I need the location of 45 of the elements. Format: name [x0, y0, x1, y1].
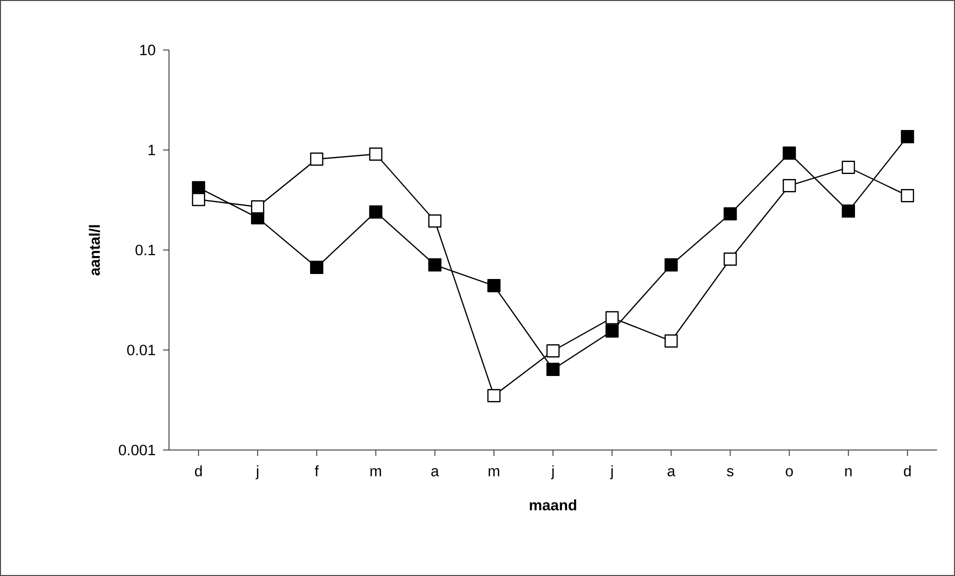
- point: [842, 204, 855, 218]
- x-tick-label: n: [845, 468, 852, 476]
- point: [428, 258, 442, 272]
- point: [369, 147, 382, 161]
- point: [605, 324, 619, 338]
- point: [310, 260, 324, 274]
- x-tick-label: m: [488, 468, 500, 476]
- x-tick-label: j: [256, 465, 258, 480]
- y-tick-label: 0.01: [127, 344, 156, 356]
- point: [724, 252, 737, 266]
- point: [192, 192, 206, 206]
- point: [782, 179, 796, 192]
- x-tick-label: m: [370, 468, 382, 476]
- x-tick-label: s: [726, 468, 734, 476]
- point: [900, 130, 914, 144]
- x-axis-title: maand: [530, 499, 576, 510]
- point: [310, 152, 324, 166]
- x-tick-label: d: [194, 465, 202, 476]
- point: [664, 334, 678, 348]
- point: [428, 214, 442, 228]
- x-tick-label: j: [610, 465, 613, 480]
- point: [192, 181, 206, 194]
- x-tick-label: o: [786, 468, 793, 476]
- x-tick-label: d: [904, 465, 911, 476]
- point: [546, 362, 560, 376]
- point: [369, 205, 382, 219]
- point: [605, 311, 619, 324]
- y-axis-title: aantal/l: [88, 225, 100, 276]
- point: [487, 389, 501, 402]
- point: [487, 279, 501, 292]
- x-tick-label: f: [314, 465, 319, 476]
- x-tick-label: a: [668, 468, 676, 476]
- x-tick-label: a: [431, 468, 440, 476]
- point: [546, 344, 560, 358]
- point: [782, 146, 796, 160]
- x-tick-label: j: [550, 465, 554, 480]
- point: [251, 200, 264, 214]
- y-tick-label: 0.1: [136, 244, 156, 256]
- y-tick-label: 10: [140, 44, 156, 56]
- y-tick-label: 0.001: [118, 444, 156, 456]
- point: [900, 188, 914, 202]
- point: [842, 160, 855, 174]
- point: [664, 258, 678, 272]
- y-tick-label: 1: [148, 144, 156, 156]
- point: [724, 207, 737, 220]
